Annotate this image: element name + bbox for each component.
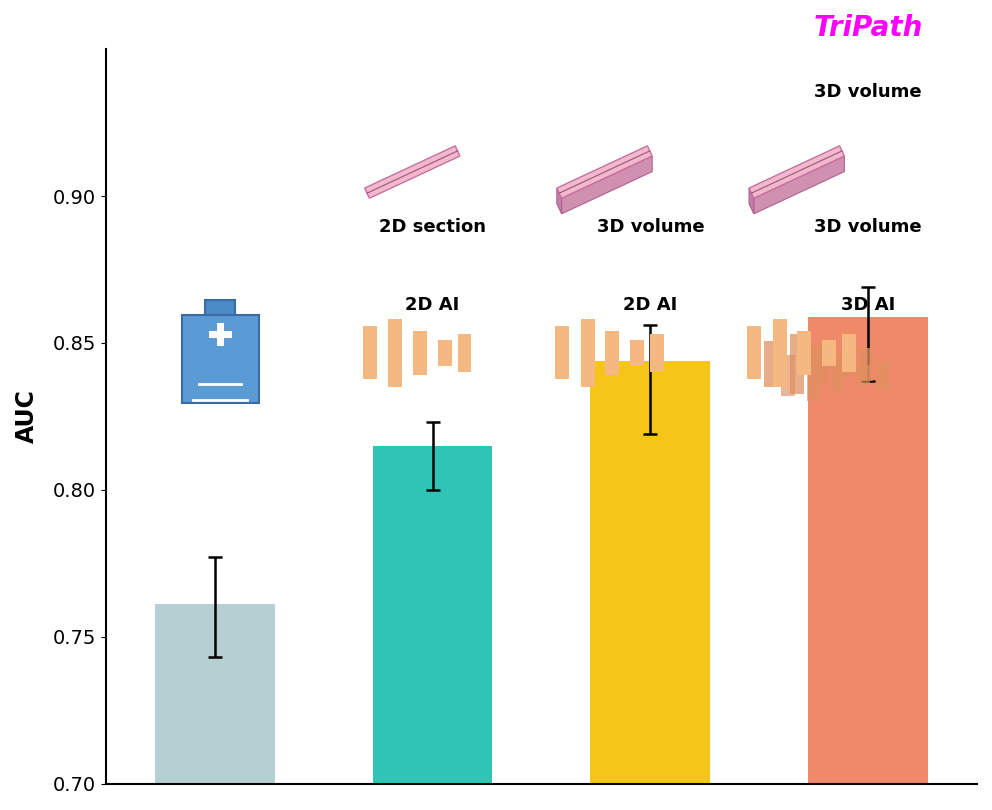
- Text: 3D volume: 3D volume: [596, 219, 704, 237]
- Bar: [373, 446, 492, 783]
- Text: TriPath: TriPath: [813, 14, 923, 42]
- Bar: [808, 317, 928, 783]
- Text: 2D section: 2D section: [379, 219, 486, 237]
- Text: 2D AI: 2D AI: [623, 296, 678, 313]
- Text: 3D volume: 3D volume: [814, 219, 922, 237]
- Bar: [155, 604, 275, 783]
- Text: 3D AI: 3D AI: [841, 296, 895, 313]
- Text: 3D volume: 3D volume: [814, 83, 922, 100]
- Y-axis label: AUC: AUC: [15, 390, 39, 443]
- Bar: [590, 360, 710, 783]
- Text: 2D AI: 2D AI: [406, 296, 459, 313]
